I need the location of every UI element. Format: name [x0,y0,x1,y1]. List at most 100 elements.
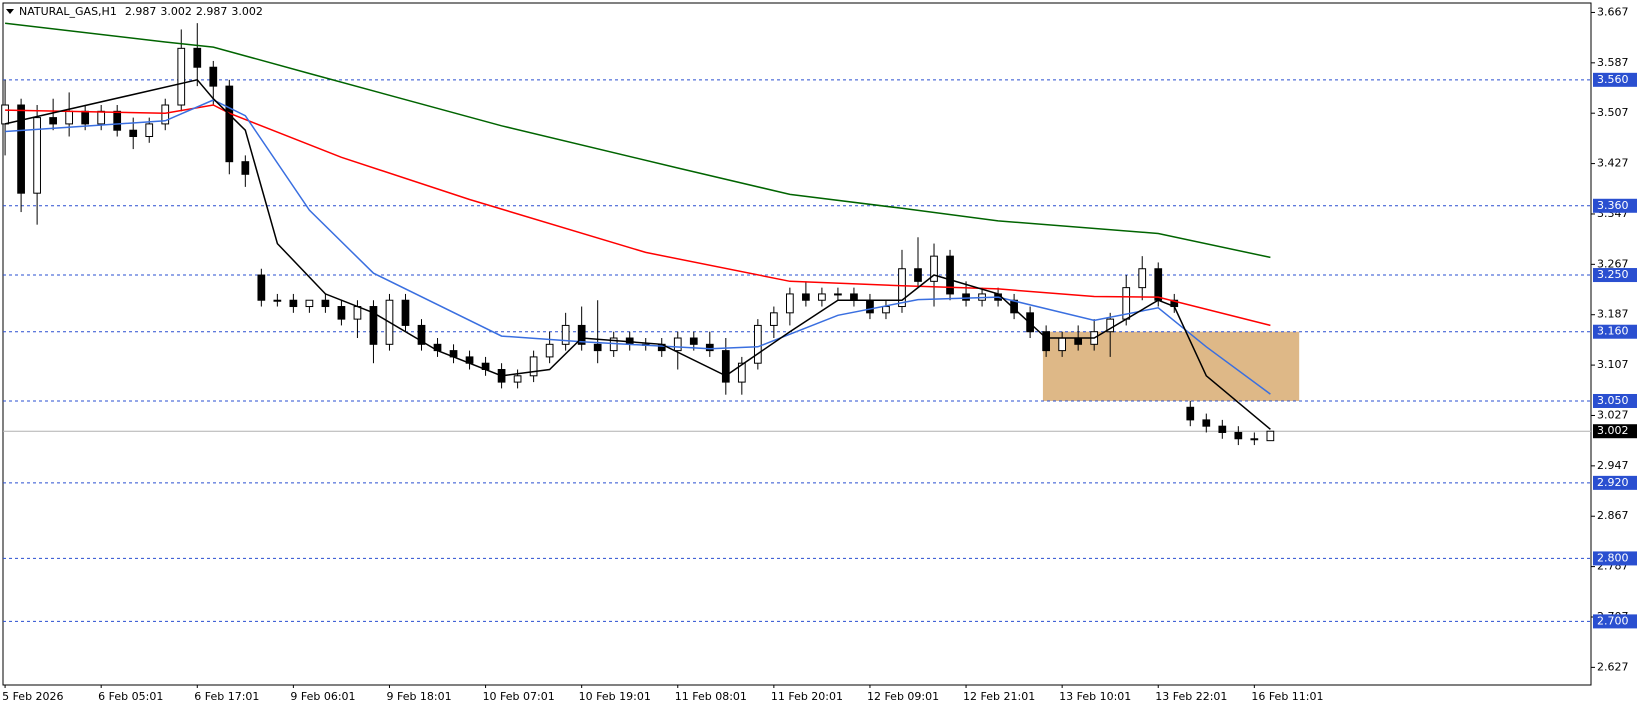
candle-body [1218,425,1227,433]
candle-body [577,324,586,345]
y-tick-label: 3.587 [1597,56,1629,69]
candle-body [818,293,826,301]
moving-average [5,104,1271,327]
candle-body [1058,337,1067,352]
candle-body [145,123,154,138]
candle-body [17,104,25,194]
candle-body [1042,331,1050,352]
level-label: 3.250 [1597,268,1629,281]
candle-body [1074,337,1083,345]
candle-body [1138,268,1147,289]
y-tick-label: 3.107 [1597,358,1629,371]
x-tick-label: 5 Feb 2026 [2,690,63,703]
x-tick-label: 10 Feb 19:01 [579,690,651,703]
candle-body [225,85,234,163]
open: 2.987 [125,5,157,18]
high: 3.002 [160,5,192,18]
zone [1042,331,1300,401]
candle-body [273,299,282,302]
moving-average [4,78,1271,430]
candle-body [97,110,106,125]
level-label: 3.360 [1597,199,1629,212]
x-tick-label: 11 Feb 08:01 [675,690,747,703]
candle-body [898,268,906,308]
candle-body [737,362,746,383]
candle-body [353,306,362,320]
candle-body [1154,268,1163,301]
y-tick-label: 2.627 [1597,660,1629,673]
candle-body [417,324,426,345]
x-tick-label: 9 Feb 06:01 [290,690,355,703]
candle-body [401,299,410,326]
candle-body [561,324,570,345]
candle-body [689,337,698,345]
candle-body [1,104,9,125]
y-tick-label: 3.027 [1597,408,1629,421]
x-tick-label: 12 Feb 09:01 [867,690,939,703]
level-label-box [1593,198,1637,213]
candle-body [193,47,202,68]
candle-body [930,255,938,282]
y-tick-label: 3.267 [1597,257,1629,270]
x-tick-label: 12 Feb 21:01 [963,690,1035,703]
moving-average [5,99,1271,395]
candle-body [834,293,842,296]
y-tick-label: 3.427 [1597,157,1629,170]
candle-body [321,299,330,308]
menu-triangle [6,9,14,14]
level-label-box [1593,393,1637,408]
candle-body [1186,406,1195,421]
candle-body [882,306,890,314]
candle-body [769,312,778,326]
level-label: 2.700 [1597,614,1629,627]
plot-frame [2,2,1592,686]
candle-body [786,293,794,314]
candle-body [241,161,250,175]
candle-body [1266,430,1275,442]
x-tick-label: 16 Feb 11:01 [1251,690,1323,703]
candle-body [113,110,122,131]
candle-body [209,66,218,87]
candle-body [705,343,714,352]
x-tick-label: 9 Feb 18:01 [386,690,451,703]
header: NATURAL_GAS,H1 2.987 3.002 2.987 3.002 [19,5,263,18]
close: 3.002 [231,5,263,18]
candle-body [49,117,57,125]
candle-body [1234,431,1243,440]
candle-body [1106,318,1115,333]
candle-body [81,110,90,125]
level-label: 2.800 [1597,551,1629,564]
level-label: 3.160 [1597,325,1629,338]
candle-body [721,350,730,383]
candle-body [257,274,266,301]
candle-body [513,375,522,383]
candle-body [962,293,970,301]
y-tick-label: 3.507 [1597,106,1629,119]
candle-body [673,337,682,352]
candle-body [545,343,554,358]
candle-body [753,324,762,364]
y-tick-label: 2.867 [1597,509,1629,522]
x-tick-label: 13 Feb 10:01 [1059,690,1131,703]
candle-body [802,293,810,301]
candle-body [337,306,346,320]
candle-body [177,47,186,106]
x-tick-label: 13 Feb 22:01 [1155,690,1227,703]
candle-body [866,299,874,314]
candle-body [946,255,954,295]
x-tick-label: 6 Feb 05:01 [98,690,163,703]
level-label: 3.560 [1597,73,1629,86]
candle-body [305,299,314,308]
candle-body [129,129,138,138]
candle-body [914,268,922,282]
level-label-box [1593,475,1637,490]
candle-body [161,104,170,125]
candle-body [593,343,602,352]
candle-body [289,299,298,308]
candle-body [1250,438,1259,441]
candle-body [529,356,538,377]
candle-body [65,110,74,125]
level-label: 2.920 [1597,476,1629,489]
